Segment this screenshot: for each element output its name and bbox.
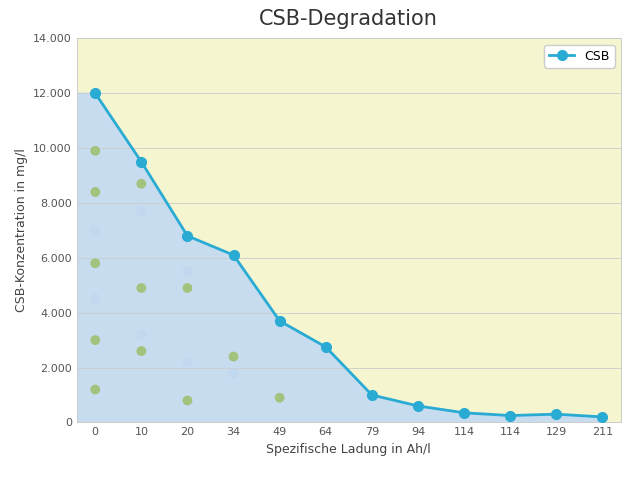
Point <box>182 358 193 366</box>
Point <box>90 385 100 393</box>
Point <box>228 369 239 377</box>
Title: CSB-Degradation: CSB-Degradation <box>259 9 438 28</box>
Point <box>90 260 100 267</box>
CSB <box>138 159 145 165</box>
Point <box>182 268 193 276</box>
Point <box>275 394 285 402</box>
Point <box>90 336 100 344</box>
Point <box>90 188 100 196</box>
CSB <box>460 410 468 416</box>
Point <box>182 284 193 292</box>
CSB <box>276 318 284 324</box>
CSB <box>92 90 99 96</box>
Point <box>182 396 193 404</box>
Point <box>136 347 147 355</box>
Point <box>136 180 147 188</box>
Point <box>136 284 147 292</box>
Legend: CSB: CSB <box>544 45 614 68</box>
Polygon shape <box>77 93 602 422</box>
Point <box>90 295 100 303</box>
Point <box>228 353 239 360</box>
CSB <box>230 252 237 258</box>
Point <box>90 227 100 234</box>
CSB <box>598 414 606 420</box>
CSB <box>368 392 376 398</box>
Point <box>136 207 147 215</box>
CSB <box>322 344 330 350</box>
Point <box>136 331 147 338</box>
Line: CSB: CSB <box>90 88 607 422</box>
CSB <box>184 233 191 239</box>
CSB <box>414 403 422 409</box>
CSB <box>552 411 560 417</box>
Y-axis label: CSB-Konzentration in mg/l: CSB-Konzentration in mg/l <box>15 148 28 312</box>
Point <box>90 147 100 155</box>
CSB <box>506 413 514 419</box>
X-axis label: Spezifische Ladung in Ah/l: Spezifische Ladung in Ah/l <box>266 443 431 456</box>
